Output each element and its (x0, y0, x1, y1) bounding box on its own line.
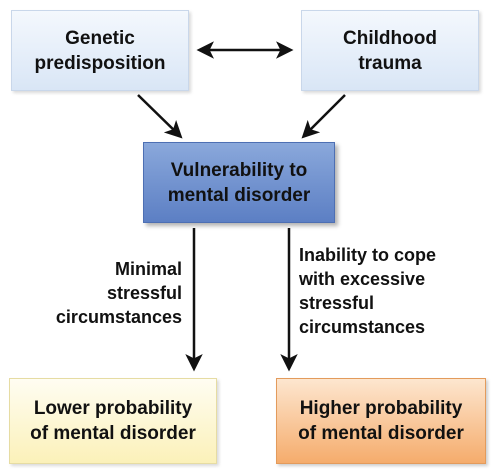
childhood-trauma-box: Childhood trauma (301, 10, 479, 91)
higher-probability-box: Higher probability of mental disorder (276, 378, 486, 464)
vulnerability-text: Vulnerability to mental disorder (167, 159, 311, 206)
arrow-genetic-vulnerability (137, 94, 183, 139)
inability-to-cope-label: Inability to cope with excessive stressf… (299, 245, 437, 337)
arrow-trauma-vulnerability (301, 94, 346, 139)
genetic-predisposition-box: Genetic predisposition (11, 10, 189, 91)
minimal-stress-label: Minimal stressful circumstances (55, 259, 182, 327)
higher-probability-text: Higher probability of mental disorder (298, 398, 464, 444)
vulnerability-box: Vulnerability to mental disorder (143, 142, 335, 223)
lower-probability-text: Lower probability of mental disorder (30, 398, 196, 444)
genetic-predisposition-text: Genetic predisposition (34, 27, 166, 74)
lower-probability-box: Lower probability of mental disorder (9, 378, 217, 464)
childhood-trauma-text: Childhood trauma (343, 27, 437, 74)
